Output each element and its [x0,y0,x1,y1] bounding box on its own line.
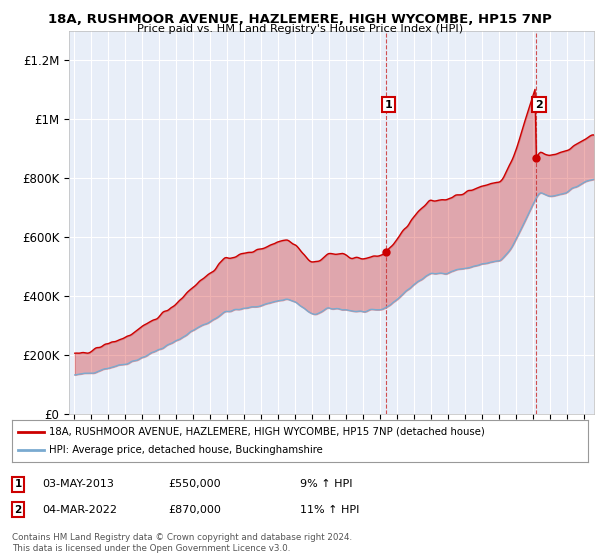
Text: 04-MAR-2022: 04-MAR-2022 [42,505,117,515]
Text: 9% ↑ HPI: 9% ↑ HPI [300,479,353,489]
Text: 18A, RUSHMOOR AVENUE, HAZLEMERE, HIGH WYCOMBE, HP15 7NP: 18A, RUSHMOOR AVENUE, HAZLEMERE, HIGH WY… [48,13,552,26]
Text: 11% ↑ HPI: 11% ↑ HPI [300,505,359,515]
Text: 2: 2 [535,100,543,110]
Text: 03-MAY-2013: 03-MAY-2013 [42,479,114,489]
Text: 1: 1 [14,479,22,489]
Text: HPI: Average price, detached house, Buckinghamshire: HPI: Average price, detached house, Buck… [49,445,323,455]
Text: £870,000: £870,000 [168,505,221,515]
Text: Price paid vs. HM Land Registry's House Price Index (HPI): Price paid vs. HM Land Registry's House … [137,24,463,34]
Text: 2: 2 [14,505,22,515]
Text: £550,000: £550,000 [168,479,221,489]
Text: 1: 1 [385,100,393,110]
Text: Contains HM Land Registry data © Crown copyright and database right 2024.
This d: Contains HM Land Registry data © Crown c… [12,533,352,553]
Text: 18A, RUSHMOOR AVENUE, HAZLEMERE, HIGH WYCOMBE, HP15 7NP (detached house): 18A, RUSHMOOR AVENUE, HAZLEMERE, HIGH WY… [49,427,485,437]
